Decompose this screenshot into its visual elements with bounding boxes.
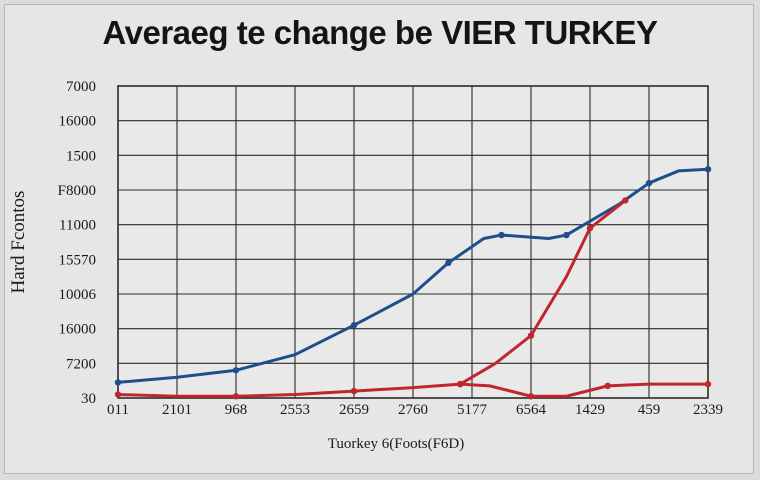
x-tick-label: 1429 [575,402,605,418]
series-2-point [527,393,535,400]
x-tick-label: 968 [225,402,248,418]
x-tick-label: 2659 [339,402,369,418]
series-2-point [114,391,122,398]
x-tick-label: 2101 [162,402,192,418]
y-tick-label: 11000 [59,218,96,234]
series-3-point [586,224,594,232]
y-tick-label: 7200 [66,356,96,372]
y-tick-label: 1500 [66,148,96,164]
series-1-point [704,166,712,173]
series-2-point [232,393,240,400]
series-2-point [704,380,712,388]
series-2-point [604,382,611,390]
x-tick-label: 2553 [280,402,310,418]
series-2-point [350,387,358,395]
series-1-point [563,231,570,239]
series-1-point [445,259,452,266]
x-tick-label: 5177 [457,402,488,418]
x-tick-label: 459 [638,402,661,418]
series-1-point [645,179,653,187]
series-line-1 [116,167,710,384]
x-tick-label: 011 [107,402,129,418]
series-1-point [350,322,358,329]
y-tick-label: 15570 [59,252,97,268]
chart-title: Averaeg te change be VIER TURKEY [102,14,658,51]
series-3-point [622,197,629,204]
x-tick-label: 6564 [516,402,547,418]
series-3-point [457,380,464,388]
x-tick-label: 2760 [398,402,428,418]
y-tick-labels: 7000 16000 1500 F8000 11000 15570 10006 16000 72… [58,79,97,407]
series-1-point [232,367,240,374]
series-1-point [114,379,122,386]
y-tick-label: 16000 [59,322,97,338]
x-tick-label: 2339 [693,402,723,418]
y-tick-label: 16000 [59,114,97,130]
y-tick-label: F8000 [58,183,96,199]
series-1-point [498,231,505,239]
series-line-3 [458,198,627,386]
y-tick-label: 7000 [66,79,96,95]
y-tick-label: 30 [81,391,96,407]
series-3-point [527,332,535,339]
grid-lines [117,85,709,399]
y-axis-label: Hard Fcontos [8,191,29,294]
x-axis-label: Tuorkey 6(Foots(F6D) [328,436,465,452]
series-lines [114,166,712,400]
x-tick-labels: 011 2101 968 2553 2659 2760 5177 6564 1429 459 233… [107,402,723,418]
y-tick-label: 10006 [59,287,97,303]
